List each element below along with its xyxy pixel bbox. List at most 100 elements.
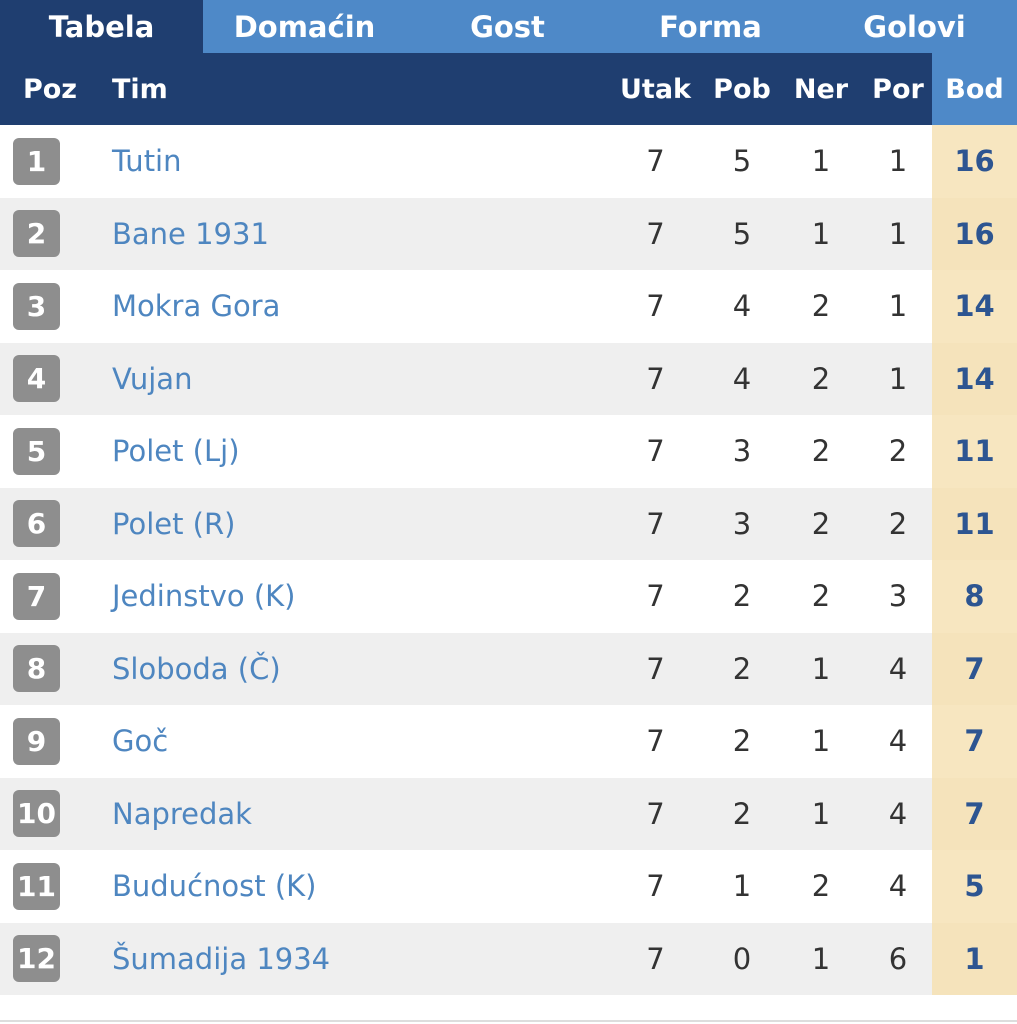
matches-played-cell: 7 (646, 361, 665, 396)
header-por[interactable]: Por (872, 73, 924, 105)
wins-cell: 2 (732, 651, 752, 686)
wins-cell: 3 (732, 506, 752, 541)
position-badge: 9 (13, 717, 60, 765)
losses-cell: 4 (888, 651, 908, 686)
matches-played-cell: 7 (646, 941, 665, 976)
table-row: 6 Polet (R) 7 3 2 2 11 (0, 487, 1017, 561)
team-link[interactable]: Vujan (112, 361, 193, 396)
standings-tabs: Tabela Domaćin Gost Forma Golovi (0, 0, 1017, 53)
team-link[interactable]: Jedinstvo (K) (112, 579, 296, 614)
position-badge: 1 (13, 137, 60, 185)
table-row: 12 Šumadija 1934 7 0 1 6 1 (0, 922, 1017, 996)
header-utak[interactable]: Utak (619, 73, 691, 105)
team-link[interactable]: Tutin (112, 144, 182, 179)
table-row: 3 Mokra Gora 7 4 2 1 14 (0, 270, 1017, 343)
wins-cell: 5 (732, 216, 752, 251)
losses-cell: 1 (888, 144, 908, 179)
matches-played-cell: 7 (646, 506, 665, 541)
team-cell: Mokra Gora (100, 270, 605, 343)
table-row: 9 Goč 7 2 1 4 7 (0, 705, 1017, 778)
position-cell: 12 (0, 923, 100, 996)
team-cell: Sloboda (Č) (100, 633, 605, 706)
team-link[interactable]: Napredak (112, 796, 252, 831)
table-row: 11 Budućnost (K) 7 1 2 4 5 (0, 850, 1017, 923)
tab-golovi[interactable]: Golovi (863, 9, 966, 44)
tab-gost[interactable]: Gost (470, 9, 545, 44)
position-cell: 10 (0, 778, 100, 851)
draws-cell: 1 (811, 724, 831, 759)
team-cell: Tutin (100, 125, 605, 198)
draws-cell: 2 (811, 506, 831, 541)
team-link[interactable]: Šumadija 1934 (112, 941, 331, 976)
team-link[interactable]: Bane 1931 (112, 216, 269, 251)
points-cell: 11 (932, 487, 1017, 560)
position-badge: 5 (13, 427, 60, 475)
position-badge: 8 (13, 645, 60, 693)
losses-cell: 6 (888, 941, 908, 976)
tab-domacin[interactable]: Domaćin (233, 9, 376, 44)
position-badge: 11 (13, 862, 60, 910)
losses-cell: 4 (888, 724, 908, 759)
points-cell: 5 (932, 850, 1017, 923)
points-cell: 1 (932, 922, 1017, 995)
tab-tabela[interactable]: Tabela (0, 0, 203, 53)
points-cell: 16 (932, 125, 1017, 198)
losses-cell: 2 (888, 506, 908, 541)
wins-cell: 1 (732, 869, 752, 904)
points-cell: 8 (932, 560, 1017, 633)
draws-cell: 2 (811, 579, 831, 614)
wins-cell: 5 (732, 144, 752, 179)
team-cell: Polet (R) (100, 488, 605, 561)
losses-cell: 1 (888, 289, 908, 324)
table-row: 4 Vujan 7 4 2 1 14 (0, 342, 1017, 416)
table-row: 10 Napredak 7 2 1 4 7 (0, 777, 1017, 851)
table-row: 8 Sloboda (Č) 7 2 1 4 7 (0, 632, 1017, 706)
header-tim[interactable]: Tim (112, 73, 168, 105)
header-pob[interactable]: Pob (713, 73, 771, 105)
table-row: 2 Bane 1931 7 5 1 1 16 (0, 197, 1017, 270)
header-ner[interactable]: Ner (793, 73, 849, 105)
team-cell: Vujan (100, 343, 605, 416)
header-bod[interactable]: Bod (932, 53, 1017, 125)
points-cell: 7 (932, 777, 1017, 850)
wins-cell: 4 (732, 289, 752, 324)
team-cell: Budućnost (K) (100, 850, 605, 923)
team-link[interactable]: Goč (112, 724, 169, 759)
team-link[interactable]: Polet (R) (112, 506, 236, 541)
points-cell: 14 (932, 342, 1017, 415)
team-cell: Šumadija 1934 (100, 923, 605, 996)
points-cell: 7 (932, 705, 1017, 778)
position-cell: 3 (0, 270, 100, 343)
wins-cell: 0 (732, 941, 752, 976)
wins-cell: 2 (732, 724, 752, 759)
team-link[interactable]: Sloboda (Č) (112, 651, 281, 686)
team-cell: Napredak (100, 778, 605, 851)
standings-table: Poz Tim Utak Pob Ner Por Bod 1 Tutin 7 5 1 1 1… (0, 53, 1017, 995)
position-badge: 12 (13, 935, 60, 983)
table-row: 5 Polet (Lj) 7 3 2 2 11 (0, 415, 1017, 488)
matches-played-cell: 7 (646, 216, 665, 251)
position-cell: 9 (0, 705, 100, 778)
draws-cell: 1 (811, 941, 831, 976)
team-cell: Polet (Lj) (100, 415, 605, 488)
position-cell: 11 (0, 850, 100, 923)
header-poz[interactable]: Poz (22, 73, 78, 105)
team-cell: Goč (100, 705, 605, 778)
team-link[interactable]: Polet (Lj) (112, 434, 240, 469)
matches-played-cell: 7 (646, 869, 665, 904)
losses-cell: 3 (888, 579, 908, 614)
team-link[interactable]: Budućnost (K) (112, 869, 317, 904)
matches-played-cell: 7 (646, 434, 665, 469)
draws-cell: 1 (811, 144, 831, 179)
wins-cell: 4 (732, 361, 752, 396)
position-cell: 8 (0, 633, 100, 706)
tab-forma[interactable]: Forma (659, 9, 762, 44)
wins-cell: 3 (732, 434, 752, 469)
points-cell: 11 (932, 415, 1017, 488)
matches-played-cell: 7 (646, 289, 665, 324)
team-link[interactable]: Mokra Gora (112, 289, 281, 324)
position-cell: 1 (0, 125, 100, 198)
standings-body: 1 Tutin 7 5 1 1 16 2 Bane 1931 7 5 1 1 16 3 Mokra Gora 7… (0, 125, 1017, 995)
team-cell: Jedinstvo (K) (100, 560, 605, 633)
bottom-divider (0, 1020, 1017, 1022)
